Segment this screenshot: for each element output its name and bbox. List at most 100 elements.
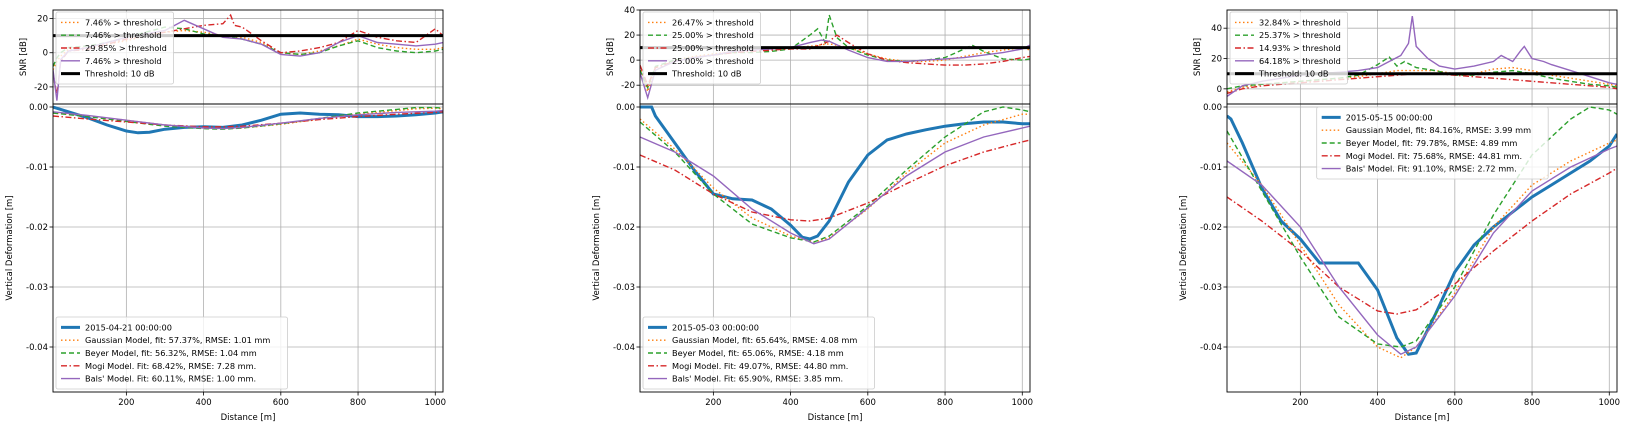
- legend-entry-gaussian: 32.84% > threshold: [1259, 17, 1341, 27]
- x-tick-label: 200: [1292, 398, 1308, 408]
- y-tick-label: 0: [1217, 85, 1222, 95]
- y-tick-label: -0.02: [26, 223, 48, 233]
- y-tick-label: -0.04: [26, 343, 48, 353]
- x-tick-label: 800: [1524, 398, 1540, 408]
- y-tick-label: -0.01: [613, 163, 635, 173]
- series-line-observed: [640, 105, 1030, 241]
- y-tick-label: -0.03: [1200, 283, 1222, 293]
- series-group: [1227, 106, 1617, 359]
- series-line-beyer: [640, 106, 1030, 243]
- x-tick-label: 1000: [1598, 398, 1620, 408]
- y-tick-label: 0.00: [29, 103, 48, 113]
- series-line-mogi: [1227, 167, 1617, 315]
- y-tick-label: -0.04: [613, 343, 635, 353]
- y-tick-label: -0.03: [613, 283, 635, 293]
- series-line-observed: [1227, 114, 1617, 356]
- series-line-gaussian: [640, 113, 1030, 243]
- legend: 2015-05-03 00:00:00 Gaussian Model, fit: …: [642, 316, 875, 390]
- chart-panel-snr-2: -20 0 20 40 SNR [dB] 26.47% > threshold 25.00%…: [606, 6, 1031, 105]
- x-tick-label: 600: [273, 398, 289, 408]
- x-tick-label: 800: [350, 398, 366, 408]
- legend-entry-beyer: Beyer Model, fit: 56.32%, RMSE: 1.04 mm: [85, 348, 257, 358]
- x-tick-label: 1000: [424, 398, 446, 408]
- legend-entry-beyer: 25.37% > threshold: [1259, 30, 1341, 40]
- x-tick-label: 400: [1369, 398, 1385, 408]
- y-tick-label: 20: [37, 15, 48, 25]
- x-tick-label: 200: [118, 398, 134, 408]
- legend: 7.46% > threshold 7.46% > threshold 29.85%…: [55, 11, 174, 85]
- y-axis-label: SNR [dB]: [1193, 38, 1203, 76]
- legend: 26.47% > threshold 25.00% > threshold 25.0…: [642, 11, 761, 85]
- x-tick-label: 400: [195, 398, 211, 408]
- legend-entry-observed: 2015-05-15 00:00:00: [1346, 112, 1433, 122]
- series-line-observed: [53, 105, 443, 135]
- y-tick-label: -0.03: [26, 283, 48, 293]
- legend-entry-mogi: 25.00% > threshold: [672, 43, 754, 53]
- x-tick-label: 800: [937, 398, 953, 408]
- legend-box: [1229, 11, 1348, 85]
- y-tick-label: 0: [43, 49, 48, 59]
- series-line-gaussian: [1227, 139, 1617, 359]
- y-axis-label: Vertical Deformation [m]: [5, 195, 15, 300]
- y-tick-label: -20: [621, 81, 635, 91]
- y-axis-label: Vertical Deformation [m]: [592, 195, 602, 300]
- x-tick-label: 600: [1447, 398, 1463, 408]
- legend-entry-bals: Bals' Model. Fit: 65.90%, RMSE: 3.85 mm.: [672, 374, 843, 384]
- legend-entry-bals: Bals' Model. Fit: 91.10%, RMSE: 2.72 mm.: [1346, 164, 1517, 174]
- x-tick-label: 200: [705, 398, 721, 408]
- legend-box: [642, 11, 761, 85]
- y-tick-label: -0.01: [1200, 163, 1222, 173]
- series-line-bals: [53, 109, 443, 130]
- series-line-bals: [1227, 145, 1617, 356]
- x-tick-label: 400: [782, 398, 798, 408]
- y-tick-label: 0.00: [616, 103, 635, 113]
- legend-entry-threshold: Threshold: 10 dB: [1258, 69, 1329, 79]
- legend-entry-gaussian: 26.47% > threshold: [672, 17, 754, 27]
- legend-entry-bals: 25.00% > threshold: [672, 56, 754, 66]
- legend-box: [642, 316, 875, 390]
- x-axis-label: Distance [m]: [808, 413, 863, 423]
- y-axis-label: SNR [dB]: [19, 38, 29, 76]
- series-group: [640, 105, 1030, 245]
- y-tick-label: -0.04: [1200, 343, 1222, 353]
- series-line-mogi: [640, 139, 1030, 222]
- axes-frame: [1226, 103, 1618, 393]
- legend-entry-mogi: 29.85% > threshold: [85, 43, 167, 53]
- legend-box: [55, 316, 288, 390]
- series-group: [53, 105, 443, 135]
- y-tick-label: 0: [630, 56, 635, 66]
- legend-entry-beyer: Beyer Model, fit: 79.78%, RMSE: 4.89 mm: [1346, 138, 1518, 148]
- y-axis-label: Vertical Deformation [m]: [1179, 195, 1189, 300]
- x-axis-label: Distance [m]: [1395, 413, 1450, 423]
- y-axis-label: SNR [dB]: [606, 38, 616, 76]
- axes-frame: [639, 103, 1031, 393]
- y-tick-label: -20: [34, 83, 48, 93]
- legend-entry-bals: Bals' Model. Fit: 60.11%, RMSE: 1.00 mm.: [85, 374, 256, 384]
- legend-entry-gaussian: Gaussian Model, fit: 57.37%, RMSE: 1.01 …: [85, 335, 270, 345]
- legend-entry-threshold: Threshold: 10 dB: [671, 69, 742, 79]
- legend-entry-gaussian: Gaussian Model, fit: 65.64%, RMSE: 4.08 …: [672, 335, 857, 345]
- legend-box: [1316, 106, 1549, 180]
- chart-panel-deformation-3: 0.00 -0.01 -0.02 -0.03 -0.04 Vertical Deforma…: [1179, 103, 1620, 423]
- y-tick-label: -0.01: [26, 163, 48, 173]
- legend-entry-mogi: Mogi Model. Fit: 75.68%, RMSE: 44.81 mm.: [1346, 151, 1522, 161]
- chart-panel-deformation-2: 0.00 -0.01 -0.02 -0.03 -0.04 Vertical Deforma…: [592, 103, 1033, 423]
- series-line-beyer: [1227, 106, 1617, 348]
- chart-panel-deformation-1: 0.00 -0.01 -0.02 -0.03 -0.04 Vertical Deforma…: [5, 103, 446, 423]
- series-line-beyer: [1227, 56, 1617, 90]
- legend-entry-mogi: Mogi Model. Fit: 68.42%, RMSE: 7.28 mm.: [85, 361, 256, 371]
- legend-entry-gaussian: Gaussian Model, fit: 84.16%, RMSE: 3.99 …: [1346, 125, 1531, 135]
- y-tick-label: 40: [1211, 24, 1222, 34]
- series-line-bals: [640, 125, 1030, 245]
- series-line-mogi: [53, 111, 443, 128]
- legend-entry-observed: 2015-04-21 00:00:00: [85, 322, 172, 332]
- legend: 2015-04-21 00:00:00 Gaussian Model, fit: …: [55, 316, 288, 390]
- legend-entry-bals: 64.18% > threshold: [1259, 56, 1341, 66]
- legend: 32.84% > threshold 25.37% > threshold 14.9…: [1229, 11, 1348, 85]
- legend-box: [55, 11, 174, 85]
- y-tick-label: 20: [624, 31, 635, 41]
- legend: 2015-05-15 00:00:00 Gaussian Model, fit: …: [1316, 106, 1549, 180]
- legend-entry-bals: 7.46% > threshold: [85, 56, 162, 66]
